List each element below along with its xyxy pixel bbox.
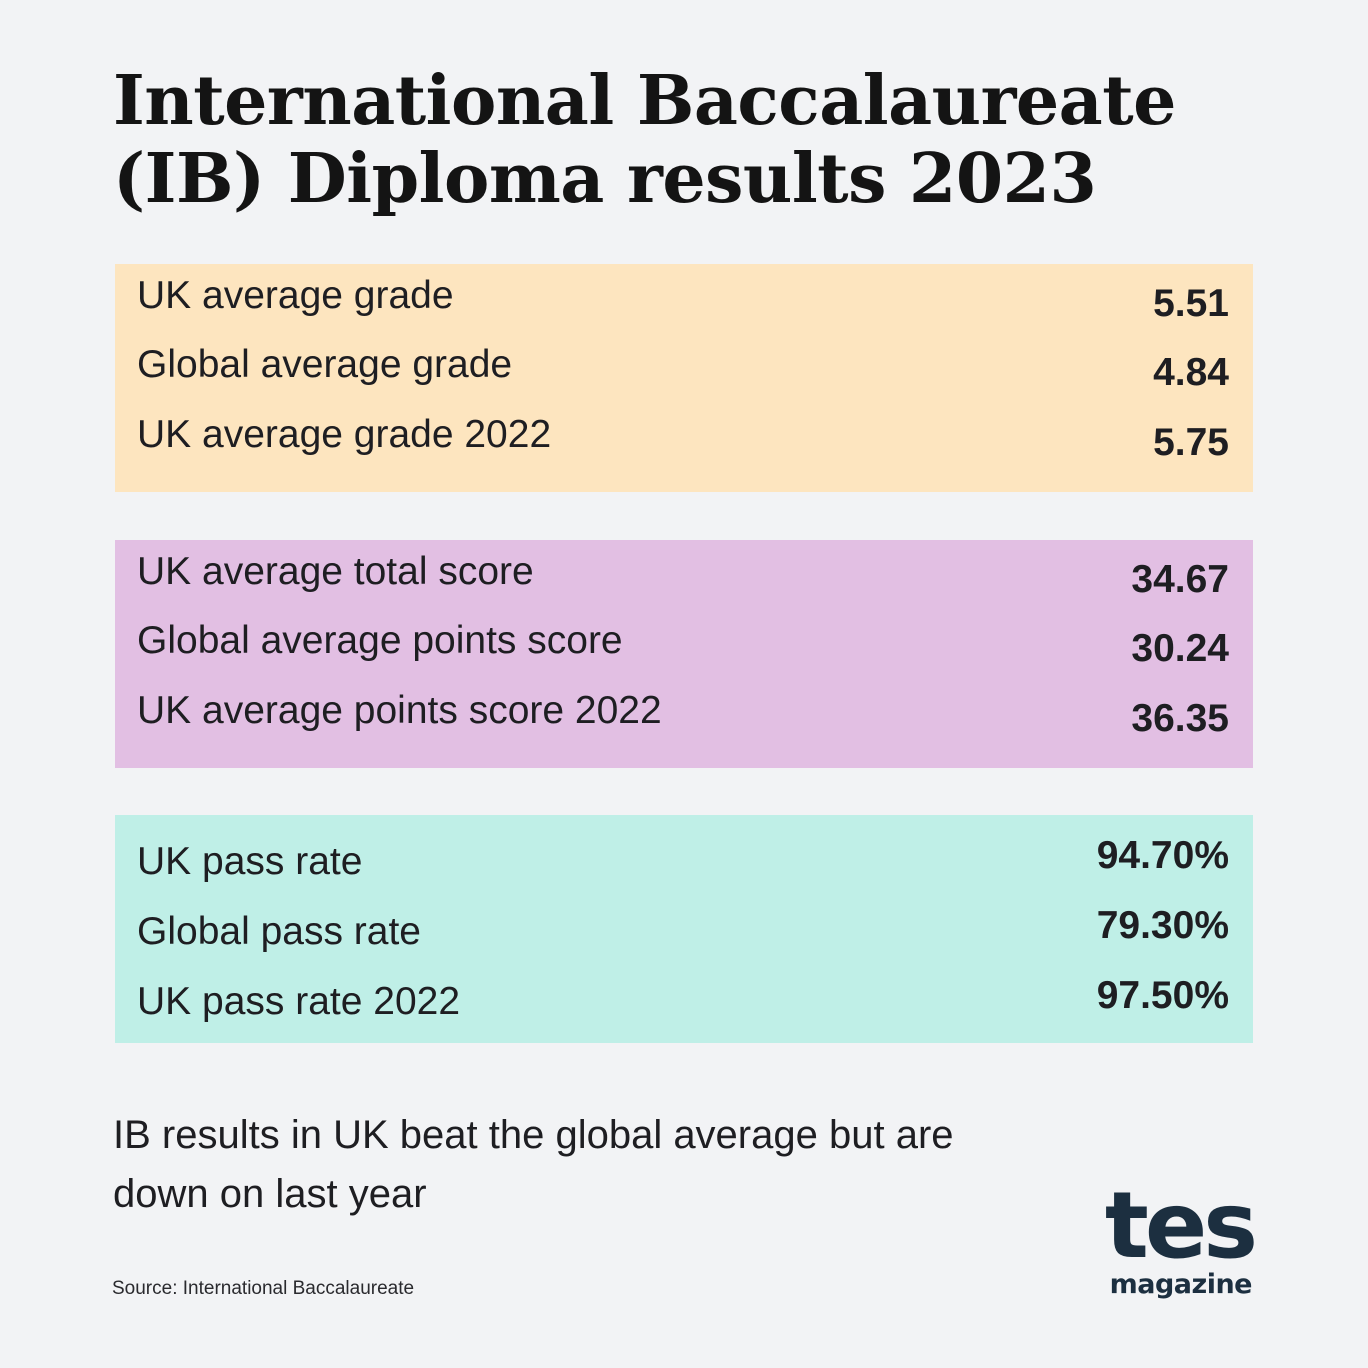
stat-label: UK average grade 2022 — [137, 413, 552, 456]
stat-value: 30.24 — [1131, 627, 1229, 670]
grade-panel: UK average grade 5.51 Global average gra… — [115, 264, 1253, 492]
stat-row: UK pass rate 94.70% — [137, 827, 1229, 897]
stat-label: UK average grade — [137, 274, 454, 317]
stat-value: 79.30% — [1096, 904, 1229, 947]
stat-row: UK average grade 5.51 — [137, 265, 1229, 335]
stat-label: UK average total score — [137, 550, 534, 593]
stat-value: 36.35 — [1131, 697, 1229, 740]
source-note: Source: International Baccalaureate — [112, 1278, 415, 1299]
stat-label: UK average points score 2022 — [137, 689, 662, 732]
stat-value: 5.75 — [1153, 421, 1229, 464]
stat-label: Global average points score — [137, 619, 623, 662]
page-title: International Baccalaureate (IB) Diploma… — [113, 61, 1176, 219]
stat-label: UK pass rate — [137, 840, 363, 883]
tes-magazine-logo: tes magazine — [1104, 1172, 1258, 1310]
stat-row: Global average points score 30.24 — [137, 610, 1229, 680]
stat-row: UK pass rate 2022 97.50% — [137, 967, 1229, 1037]
stat-row: UK average total score 34.67 — [137, 541, 1229, 611]
stat-row: Global pass rate 79.30% — [137, 897, 1229, 967]
stat-row: UK average grade 2022 5.75 — [137, 404, 1229, 474]
stat-value: 5.51 — [1153, 282, 1229, 325]
stat-row: UK average points score 2022 36.35 — [137, 680, 1229, 750]
stat-value: 97.50% — [1096, 974, 1229, 1017]
logo-subtitle: magazine — [1109, 1269, 1253, 1300]
stat-label: Global pass rate — [137, 910, 421, 953]
points-score-panel: UK average total score 34.67 Global aver… — [115, 540, 1253, 768]
stat-value: 4.84 — [1153, 351, 1229, 394]
stat-value: 94.70% — [1096, 834, 1229, 877]
stat-label: UK pass rate 2022 — [137, 980, 461, 1023]
logo-wordmark: tes — [1104, 1172, 1258, 1279]
stat-row: Global average grade 4.84 — [137, 334, 1229, 404]
summary-caption: IB results in UK beat the global average… — [113, 1113, 954, 1216]
stat-label: Global average grade — [137, 343, 513, 386]
pass-rate-panel: UK pass rate 94.70% Global pass rate 79.… — [115, 815, 1253, 1043]
stat-value: 34.67 — [1131, 558, 1229, 601]
